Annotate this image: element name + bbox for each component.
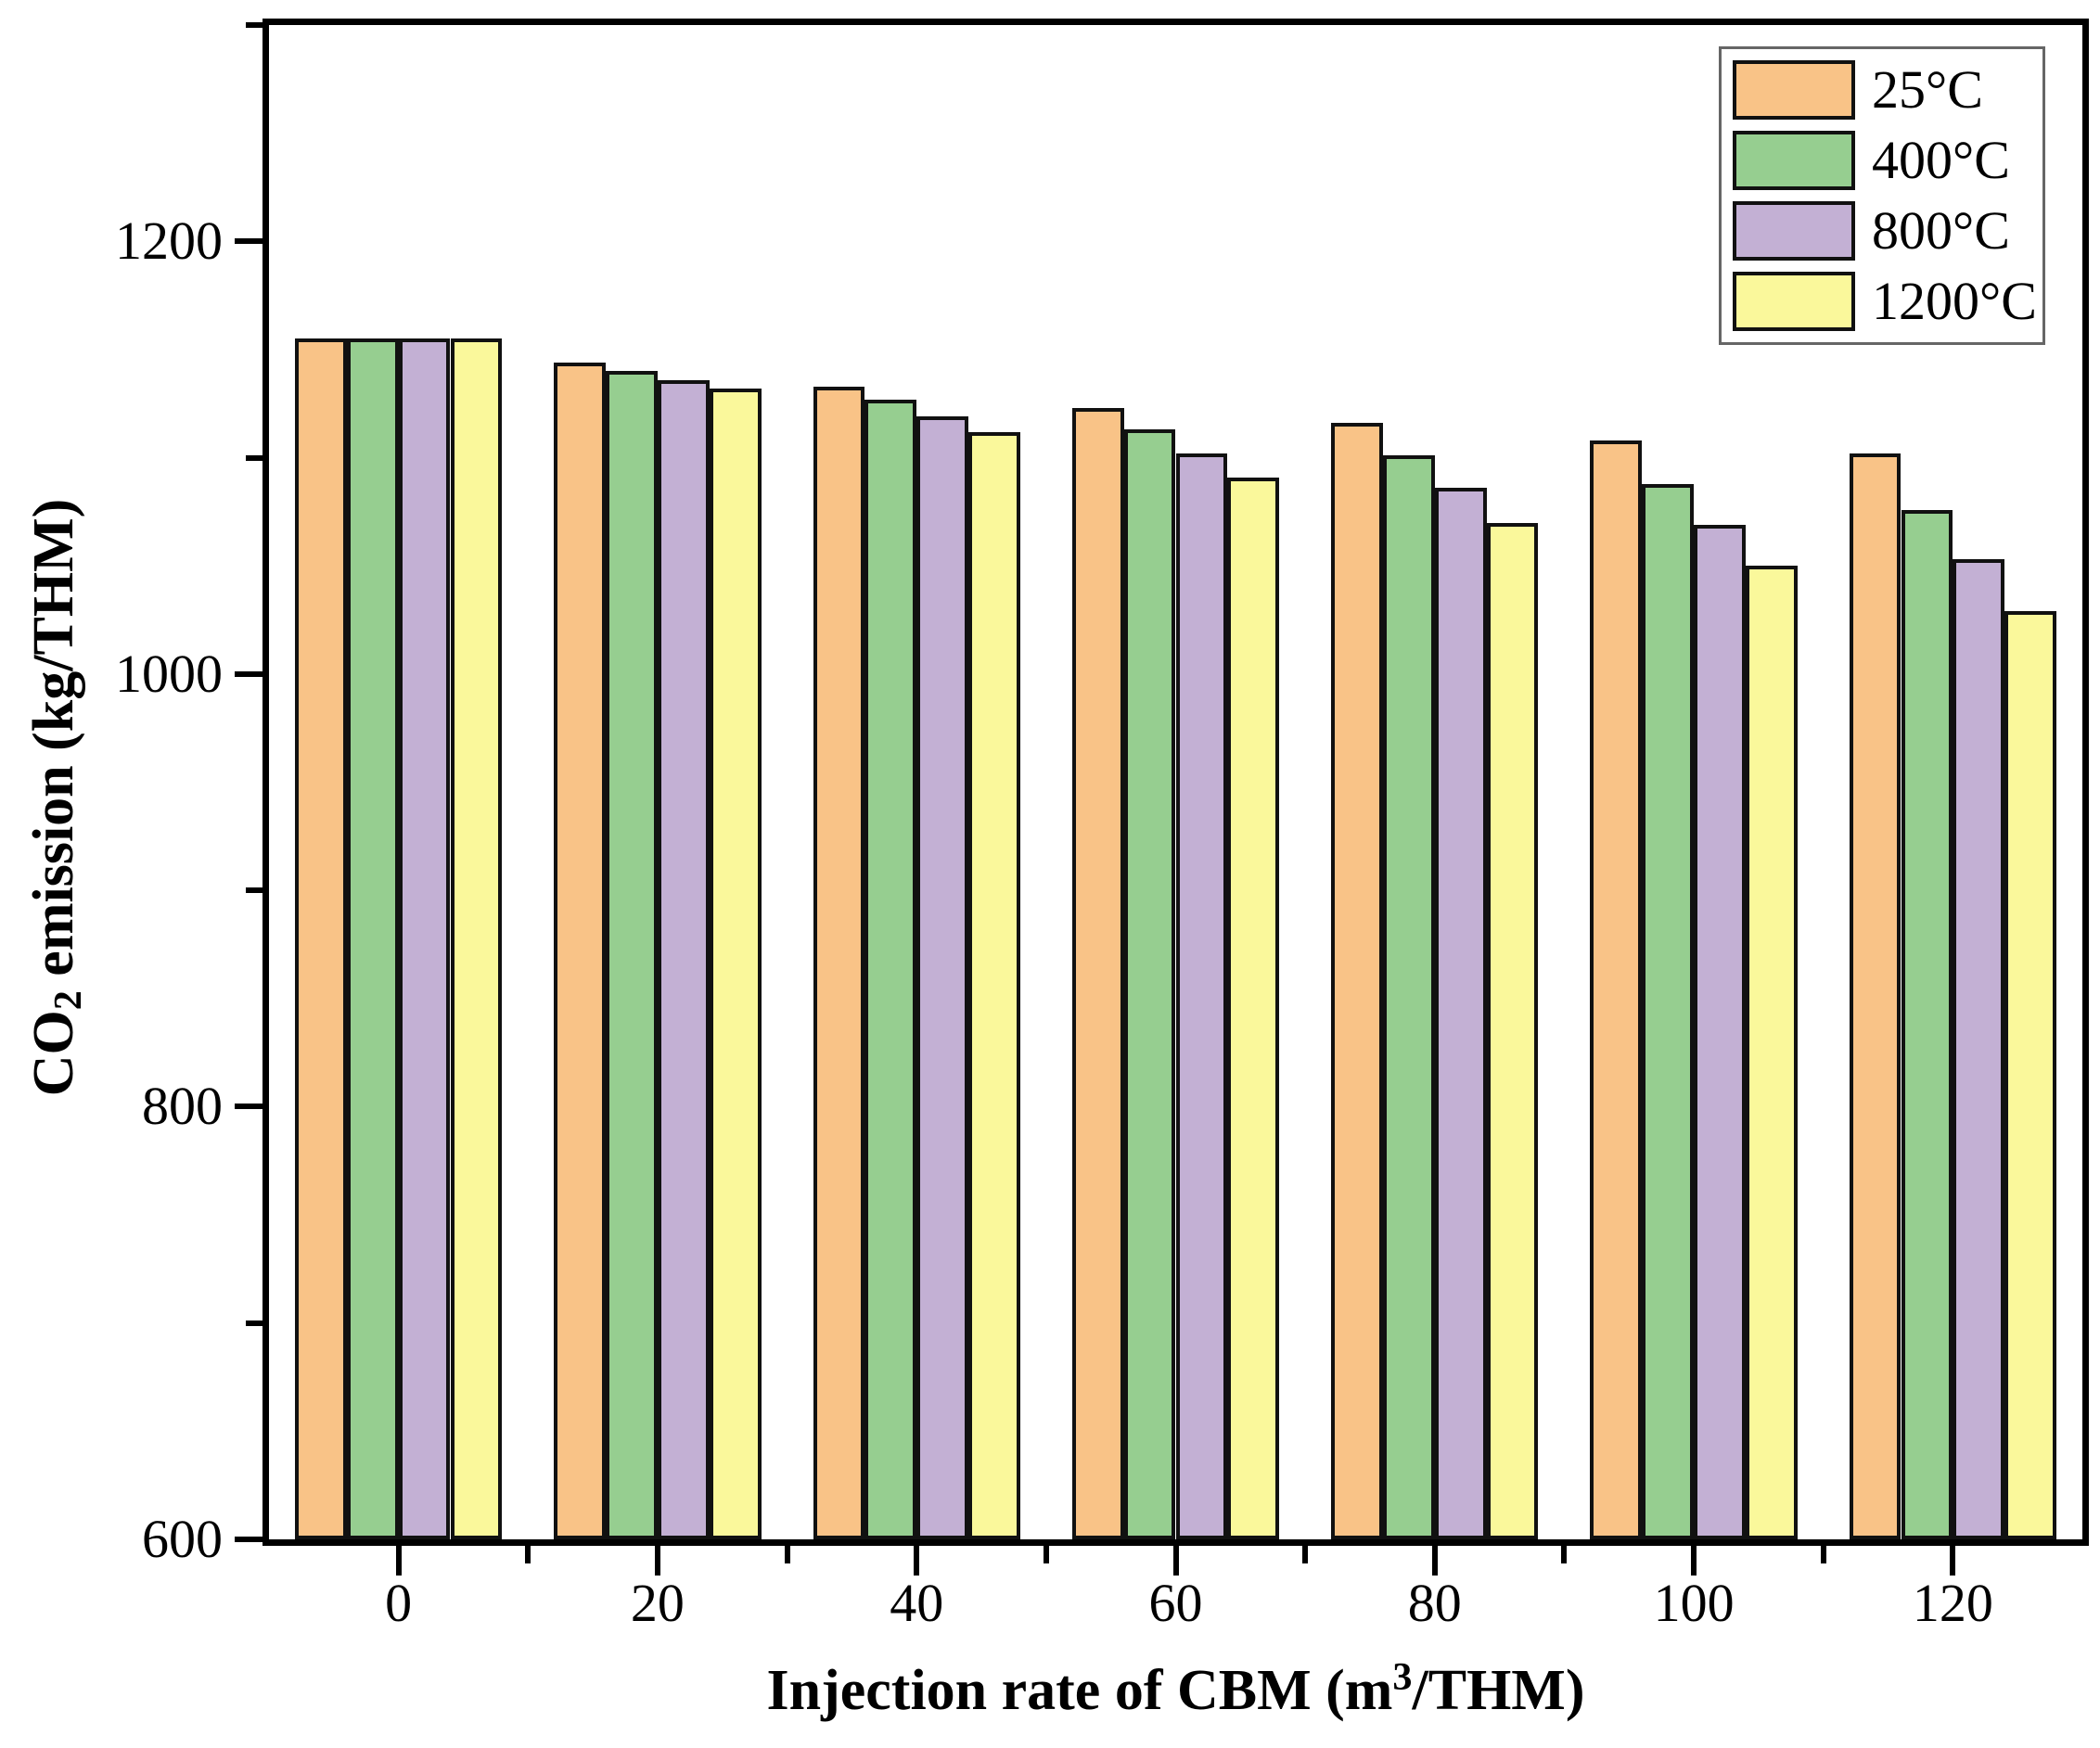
legend-swatch-400°C [1733, 131, 1855, 190]
plot-area [262, 19, 2089, 1546]
bar-1200°C-x80 [1486, 522, 1539, 1539]
bar-1200°C-x100 [1745, 566, 1798, 1539]
bar-25°C-x60 [1071, 407, 1124, 1539]
x-axis-tick-label: 120 [1912, 1573, 1993, 1633]
bar-800°C-x40 [916, 416, 969, 1539]
legend-item-400°C: 400°C [1733, 131, 2031, 190]
x-axis-major-tick [1172, 1546, 1179, 1576]
x-axis-major-tick [1950, 1546, 1956, 1576]
x-axis-tick-label: 40 [890, 1573, 944, 1633]
x-axis-tick-label: 0 [385, 1573, 413, 1633]
y-axis-major-tick [235, 1104, 262, 1110]
x-axis-minor-tick [784, 1546, 790, 1563]
bar-1200°C-x60 [1227, 477, 1280, 1539]
bar-400°C-x20 [606, 371, 658, 1539]
x-axis-major-tick [395, 1546, 402, 1576]
bar-1200°C-x20 [709, 388, 762, 1539]
legend-item-1200°C: 1200°C [1733, 272, 2037, 331]
y-axis-major-tick [235, 670, 262, 677]
bar-400°C-x80 [1382, 455, 1435, 1539]
x-axis-title: Injection rate of CBM (m3/THM) [766, 1654, 1585, 1722]
x-axis-major-tick [1431, 1546, 1438, 1576]
legend-swatch-25°C [1733, 60, 1855, 120]
bar-400°C-x120 [1901, 509, 1953, 1539]
y-axis-tick-label: 1000 [115, 643, 223, 704]
bar-800°C-x60 [1175, 453, 1228, 1539]
x-axis-minor-tick [1820, 1546, 1826, 1563]
legend-item-800°C: 800°C [1733, 201, 2031, 261]
y-axis-tick-label: 600 [142, 1509, 223, 1569]
x-axis-tick-label: 60 [1148, 1573, 1203, 1633]
y-axis-tick-label: 800 [142, 1076, 223, 1137]
x-axis-tick-label: 100 [1653, 1573, 1735, 1633]
y-axis-major-tick [235, 238, 262, 245]
bar-400°C-x100 [1642, 483, 1695, 1539]
bar-25°C-x80 [1331, 423, 1383, 1539]
x-axis-minor-tick [1561, 1546, 1568, 1563]
bar-1200°C-x40 [968, 431, 1020, 1539]
x-axis-tick-label: 20 [630, 1573, 685, 1633]
bar-25°C-x120 [1849, 453, 1902, 1539]
y-axis-major-tick [235, 1537, 262, 1542]
bar-800°C-x80 [1434, 488, 1487, 1539]
x-axis-minor-tick [525, 1546, 531, 1563]
legend-swatch-800°C [1733, 201, 1855, 261]
y-axis-tick-label: 1200 [115, 211, 223, 272]
legend-label: 400°C [1872, 130, 2010, 190]
bar-400°C-x0 [346, 338, 399, 1539]
bar-25°C-x0 [294, 338, 347, 1539]
bar-400°C-x40 [864, 399, 917, 1539]
bar-800°C-x20 [657, 379, 710, 1539]
legend-swatch-1200°C [1733, 272, 1855, 331]
x-axis-minor-tick [1302, 1546, 1309, 1563]
bar-25°C-x40 [813, 386, 865, 1539]
y-axis-minor-tick [246, 887, 262, 894]
x-axis-major-tick [654, 1546, 660, 1576]
y-axis-minor-tick [246, 454, 262, 461]
x-axis-major-tick [914, 1546, 920, 1576]
bar-1200°C-x0 [450, 338, 503, 1539]
y-axis-minor-tick [246, 1320, 262, 1326]
bar-1200°C-x120 [2004, 611, 2057, 1539]
legend: 25°C 400°C 800°C 1200°C [1719, 46, 2045, 345]
legend-label: 1200°C [1872, 271, 2037, 331]
y-axis-minor-tick [246, 22, 262, 28]
x-axis-tick-label: 80 [1407, 1573, 1462, 1633]
bar-800°C-x120 [1953, 559, 2005, 1539]
bar-800°C-x100 [1694, 524, 1746, 1539]
legend-item-25°C: 25°C [1733, 60, 2031, 120]
bar-25°C-x100 [1590, 440, 1643, 1539]
legend-label: 25°C [1872, 59, 1983, 120]
x-axis-major-tick [1691, 1546, 1697, 1576]
bar-400°C-x60 [1123, 429, 1176, 1539]
legend-label: 800°C [1872, 200, 2010, 261]
y-axis-title: CO2 emission (kg/THM) [22, 498, 91, 1097]
bar-25°C-x20 [554, 362, 607, 1539]
bar-800°C-x0 [398, 338, 451, 1539]
x-axis-minor-tick [1043, 1546, 1049, 1563]
